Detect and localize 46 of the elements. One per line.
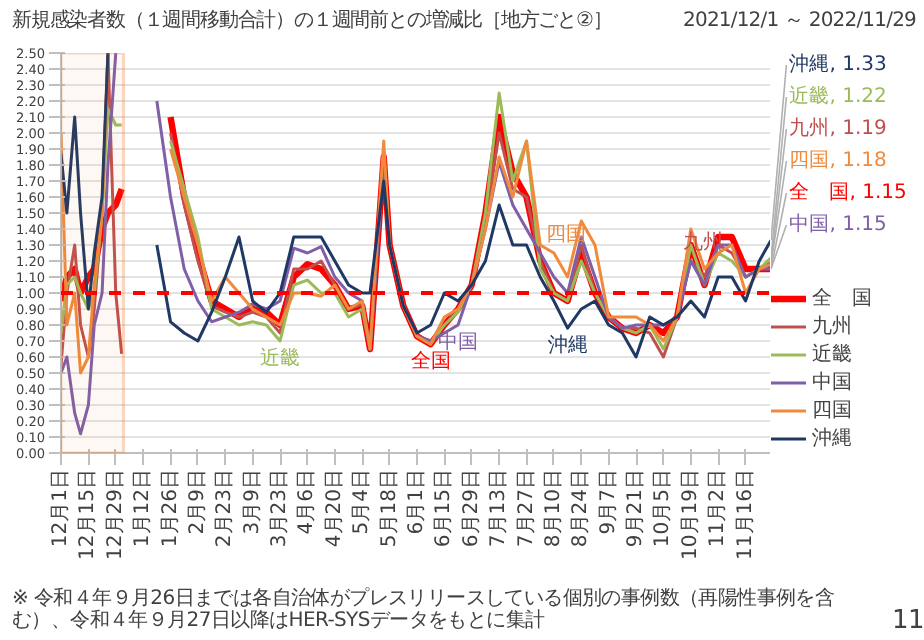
x-tick-label: 6月1日 [405,468,428,535]
x-tick-label: 1月26日 [159,468,182,548]
x-tick-label: 4月6日 [296,468,319,535]
x-tick-label: 7月13日 [488,468,511,548]
text: 11 [892,606,924,636]
x-tick-label: 7月27日 [515,468,538,548]
annotation: 近畿, 1.22 [789,84,887,108]
x-tick-label: 5月18日 [378,468,401,548]
annotation: 全国 [410,349,451,374]
x-tick-label: 6月29日 [460,468,483,548]
x-tick-label: 10月5日 [652,468,675,548]
x-tick-label: 9月21日 [625,468,648,548]
x-tick-label: 9月7日 [597,468,620,535]
legend-label: 九州 [812,313,852,340]
x-tick-label: 10月19日 [679,468,702,560]
legend-label: 中国 [812,369,852,396]
x-tick-label: 3月9日 [241,468,264,535]
x-tick-label: 12月29日 [104,468,127,560]
x-tick-label: 4月20日 [323,468,346,548]
x-tick-label: 2月9日 [186,468,209,535]
legend-label: 近畿 [812,341,852,368]
x-tick-label: 5月4日 [351,468,374,535]
chart-subtitle: 2021/12/1 ～ 2022/11/29 [683,8,916,36]
annotation: 四国, 1.18 [789,150,887,172]
annotation: 沖縄 [547,333,588,358]
x-tick-label: 6月15日 [433,468,456,548]
annotation: 全 国, 1.15 [789,180,907,204]
x-tick-label: 2月23日 [214,468,237,548]
x-tick-label: 1月12日 [132,468,155,548]
chart-title: 新規感染者数（１週間移動合計）の１週間前との増減比［地方ごと②］ [12,8,612,36]
x-tick-label: 11月16日 [734,468,757,560]
legend-label: 四国 [812,398,852,424]
x-tick-label: 8月10日 [542,468,565,548]
x-tick-label: 12月15日 [77,468,100,560]
annotation: 九州, 1.19 [789,116,887,140]
x-tick-label: 8月24日 [570,468,593,548]
text: ※ 令和４年９月26日までは各自治体がプレスリリースしている個別の事例数（再陽性事例を含む）、令和４年９月27日以降はHER-SYSデータをもとに集計 [12,588,837,632]
x-tick-label: 11月2日 [707,468,730,548]
x-tick-label: 3月23日 [269,468,292,548]
annotation: 中国 [438,330,479,354]
legend-label: 沖縄 [812,425,852,452]
annotation: 近畿 [260,346,301,370]
legend-label: 全 国 [812,286,872,312]
annotation: 中国, 1.15 [789,212,887,236]
annotation: 沖縄, 1.33 [789,52,887,76]
x-tick-label: 12月1日 [50,468,72,548]
